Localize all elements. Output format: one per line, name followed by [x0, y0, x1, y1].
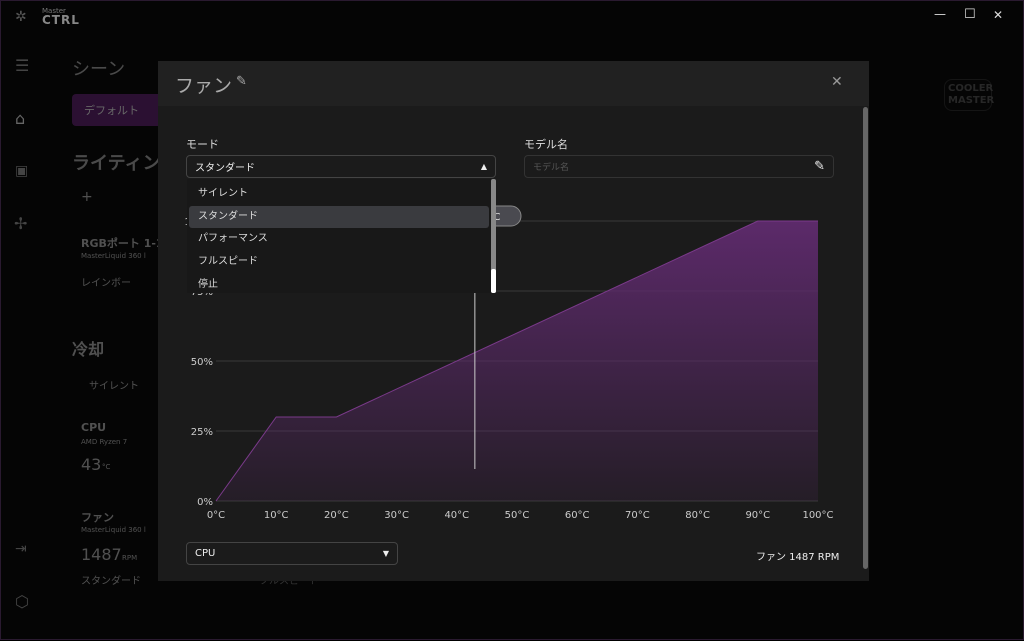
scene-title: シーン [72, 59, 126, 80]
x-tick-label: 50°C [505, 510, 530, 521]
cooling-title: 冷却 [72, 340, 105, 359]
fan-curve-area [216, 221, 818, 501]
x-tick-label: 70°C [625, 510, 650, 521]
close-button[interactable]: ✕ [993, 8, 1004, 22]
x-tick-label: 40°C [444, 510, 469, 521]
logo-small: Master [42, 7, 66, 15]
caret-down-icon: ▼ [382, 549, 389, 558]
cpu-model: AMD Ryzen 7 [81, 438, 128, 446]
home-icon[interactable]: ⌂ [15, 109, 26, 128]
x-tick-label: 20°C [324, 510, 349, 521]
settings-icon[interactable]: ⬡ [15, 592, 29, 611]
rgb-port: RGBポート 1-1 [81, 237, 164, 250]
minimize-button[interactable]: — [934, 7, 946, 21]
edit-title-icon[interactable]: ✎ [236, 74, 247, 89]
rgb-device: MasterLiquid 360 l [81, 252, 146, 260]
device-icon[interactable]: ▣ [15, 163, 29, 179]
fan-title: ファン [81, 511, 114, 524]
scene-default-button[interactable]: デフォルト [72, 94, 172, 126]
mode-option[interactable]: スタンダード [189, 205, 489, 228]
mode-option[interactable]: サイレント [198, 188, 248, 199]
fan-status: ファン 1487 RPM [756, 552, 840, 563]
y-tick-label: 50% [191, 357, 213, 368]
modal-scrollbar[interactable] [863, 107, 868, 569]
edit-icon[interactable]: ✎ [814, 159, 825, 174]
cpu-temp: 43 [81, 455, 102, 474]
model-name-input[interactable]: モデル名 ✎ [524, 155, 834, 178]
model-label: モデル名 [524, 138, 568, 151]
app-logo-icon: ✲ [15, 9, 27, 25]
mode-select[interactable]: スタンダード ▲ [186, 155, 496, 178]
cooler-master-logo: COOLER MASTER [944, 79, 994, 111]
temp-tooltip-text: C [494, 212, 501, 223]
mode-dropdown-list: サイレントスタンダードパフォーマンス フルスピード 停止 [187, 179, 496, 293]
mode-value: スタンダード [195, 163, 255, 174]
mode-option[interactable]: 停止 [198, 278, 218, 290]
fan-curve-line [215, 220, 818, 502]
cpu-title: CPU [81, 421, 107, 434]
y-tick-label: 0% [197, 497, 213, 508]
mode-option[interactable]: パフォーマンス [198, 233, 268, 245]
source-value: CPU [195, 548, 216, 559]
cooling-mode[interactable]: サイレント [89, 381, 139, 392]
lighting-title: ライティン [72, 153, 161, 174]
login-icon[interactable]: ⇥ [15, 541, 27, 557]
fan-icon[interactable]: ✢ [14, 214, 28, 233]
fan-device: MasterLiquid 360 l [81, 526, 146, 534]
fan-rpm: 1487 [81, 545, 122, 564]
modal-close-button[interactable]: ✕ [831, 74, 843, 90]
fan-rpm-unit: RPM [122, 554, 138, 562]
y-tick-label: 25% [191, 427, 213, 438]
x-tick-label: 60°C [565, 510, 590, 521]
cpu-temp-unit: °C [102, 463, 111, 471]
temp-source-select[interactable]: CPU ▼ [186, 542, 398, 565]
caret-up-icon: ▲ [480, 162, 487, 171]
add-icon[interactable]: + [81, 189, 93, 205]
modal-title: ファン [175, 75, 233, 97]
mode-option[interactable]: フルスピード [198, 256, 258, 268]
dropdown-scrollbar[interactable] [491, 179, 496, 293]
modal-header: ファン ✎ ✕ [158, 61, 869, 106]
fan-mode-2: フルスピード [259, 576, 319, 587]
rgb-effect: レインボー [81, 278, 131, 289]
maximize-button[interactable]: ☐ [964, 7, 976, 22]
mode-label: モード [186, 138, 219, 151]
x-tick-label: 30°C [384, 510, 409, 521]
menu-icon[interactable]: ☰ [15, 56, 30, 75]
x-tick-label: 100°C [802, 510, 833, 521]
fan-mode: スタンダード [81, 576, 141, 587]
x-tick-label: 0°C [207, 510, 225, 521]
x-tick-label: 80°C [685, 510, 710, 521]
x-tick-label: 10°C [264, 510, 289, 521]
logo-big: CTRL [42, 13, 80, 27]
x-tick-label: 90°C [745, 510, 770, 521]
model-placeholder: モデル名 [533, 163, 570, 173]
